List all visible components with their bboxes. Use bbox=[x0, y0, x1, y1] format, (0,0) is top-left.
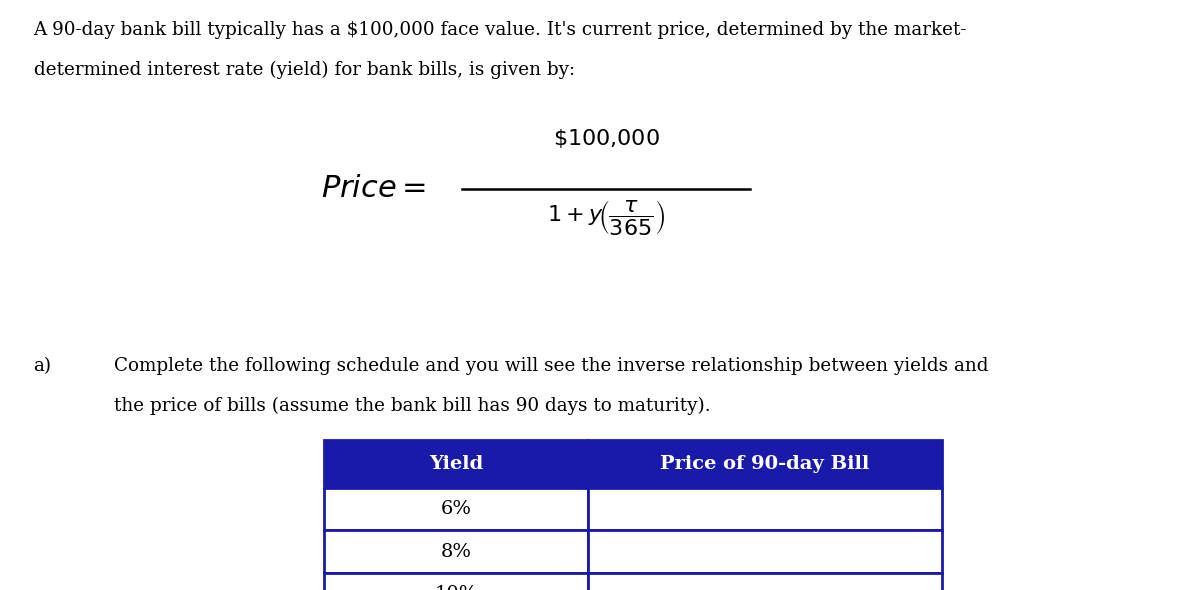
Bar bbox=[324, 530, 588, 573]
Bar bbox=[588, 488, 942, 530]
Text: 8%: 8% bbox=[440, 543, 472, 560]
Text: 10%: 10% bbox=[434, 585, 478, 590]
Bar bbox=[588, 530, 942, 573]
Text: Price of 90-day Bill: Price of 90-day Bill bbox=[660, 455, 870, 473]
Text: 6%: 6% bbox=[440, 500, 472, 518]
Text: $\$100{,}000$: $\$100{,}000$ bbox=[553, 127, 659, 150]
Text: Complete the following schedule and you will see the inverse relationship betwee: Complete the following schedule and you … bbox=[114, 357, 989, 375]
Bar bbox=[588, 573, 942, 590]
Bar bbox=[588, 440, 942, 488]
Text: a): a) bbox=[34, 357, 52, 375]
Text: A 90-day bank bill typically has a $100,000 face value. It's current price, dete: A 90-day bank bill typically has a $100,… bbox=[34, 21, 967, 39]
Text: the price of bills (assume the bank bill has 90 days to maturity).: the price of bills (assume the bank bill… bbox=[114, 397, 710, 415]
Bar bbox=[324, 440, 588, 488]
Text: $1+y\!\left(\dfrac{\tau}{365}\right)$: $1+y\!\left(\dfrac{\tau}{365}\right)$ bbox=[547, 198, 665, 237]
Text: determined interest rate (yield) for bank bills, is given by:: determined interest rate (yield) for ban… bbox=[34, 61, 575, 79]
Bar bbox=[324, 488, 588, 530]
Bar bbox=[324, 573, 588, 590]
Text: Yield: Yield bbox=[428, 455, 484, 473]
Text: $\mathit{Price} =$: $\mathit{Price} =$ bbox=[320, 174, 426, 204]
